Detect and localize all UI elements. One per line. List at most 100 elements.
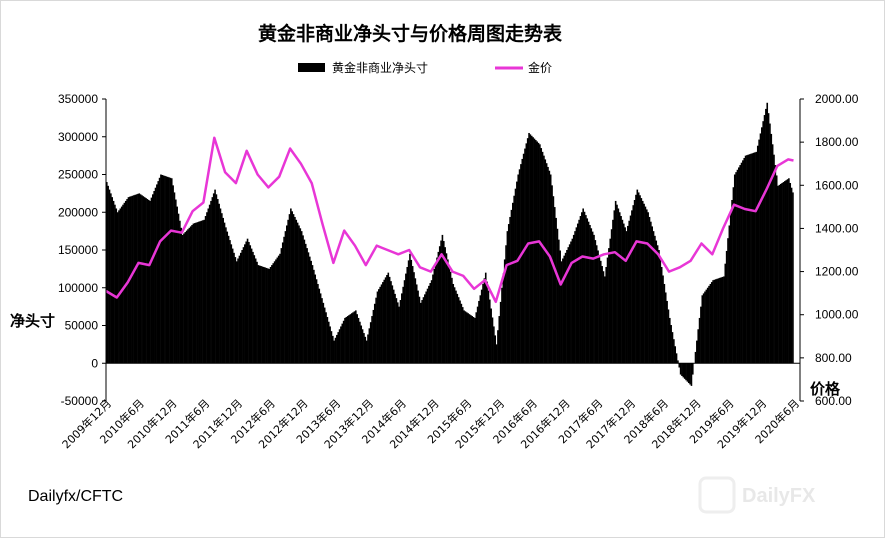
net-position-bar-171 (337, 332, 340, 364)
net-position-bar-417 (670, 325, 672, 364)
net-position-bar-222 (406, 266, 409, 364)
net-position-bar-50 (173, 192, 176, 364)
net-position-bar-471 (743, 157, 746, 364)
net-position-bar-36 (154, 187, 157, 364)
net-position-bar-73 (204, 216, 207, 364)
net-position-bar-121 (269, 266, 272, 364)
net-position-bar-119 (267, 268, 269, 364)
net-position-bar-193 (367, 334, 369, 364)
net-position-bar-115 (261, 266, 264, 364)
net-position-bar-153 (313, 269, 315, 364)
net-position-bar-250 (444, 247, 446, 364)
net-position-bar-160 (322, 302, 325, 364)
net-position-bar-398 (644, 206, 647, 364)
net-position-bar-13 (123, 202, 126, 364)
net-position-bar-354 (585, 215, 587, 364)
net-position-bar-349 (578, 219, 580, 364)
net-position-bar-311 (526, 138, 529, 364)
net-position-bar-90 (227, 235, 230, 364)
left-tick-label: 0 (91, 356, 98, 370)
net-position-bar-502 (785, 180, 787, 364)
net-position-bar-479 (754, 152, 756, 364)
net-position-bar-334 (558, 239, 560, 364)
net-position-bar-282 (487, 290, 490, 364)
net-position-bar-120 (268, 268, 270, 364)
net-position-bar-409 (659, 258, 662, 364)
net-position-bar-500 (782, 182, 785, 364)
net-position-bar-133 (286, 225, 288, 364)
net-position-bar-451 (716, 278, 718, 364)
net-position-bar-162 (325, 312, 327, 364)
net-position-bar-184 (355, 310, 357, 364)
net-position-bar-143 (299, 228, 302, 364)
net-position-bar-293 (502, 273, 505, 364)
net-position-bar-273 (475, 312, 478, 364)
net-position-bar-439 (700, 306, 702, 364)
net-position-bar-40 (160, 174, 162, 364)
net-position-bar-87 (223, 222, 226, 364)
net-position-bar-448 (712, 280, 714, 364)
net-position-bar-443 (705, 289, 708, 364)
net-position-bar-309 (524, 148, 526, 364)
net-position-bar-387 (629, 215, 632, 364)
net-position-bar-72 (203, 219, 206, 364)
net-position-bar-31 (147, 199, 150, 364)
net-position-bar-223 (407, 260, 410, 364)
net-position-bar-375 (613, 210, 616, 364)
net-position-bar-251 (445, 253, 448, 364)
net-position-bar-132 (284, 231, 287, 364)
net-position-bar-446 (709, 283, 712, 364)
net-position-bar-156 (317, 283, 319, 364)
net-position-bar-77 (210, 200, 212, 364)
net-position-bar-301 (513, 195, 515, 364)
net-position-bar-227 (413, 272, 415, 364)
net-position-bar-397 (643, 203, 645, 364)
net-position-bar-214 (395, 298, 398, 364)
net-position-bar-2 (108, 189, 111, 364)
net-position-bar-21 (134, 194, 137, 364)
net-position-bar-296 (506, 231, 509, 364)
net-position-bar-331 (553, 207, 556, 364)
right-tick-label: 1600.00 (815, 178, 859, 192)
right-axis-label: 价格 (810, 380, 841, 398)
net-position-bar-274 (476, 306, 479, 364)
net-position-bar-262 (460, 303, 463, 364)
net-position-bar-241 (432, 274, 434, 364)
net-position-bar-425 (681, 363, 683, 376)
net-position-bar-48 (170, 178, 173, 364)
net-position-bar-178 (346, 316, 349, 364)
net-position-bar-449 (713, 279, 716, 364)
net-position-bar-189 (361, 329, 364, 364)
net-position-bar-281 (486, 281, 488, 364)
net-position-bar-203 (380, 284, 383, 364)
net-position-bar-337 (562, 258, 564, 364)
net-position-bar-75 (207, 208, 210, 364)
net-position-bar-205 (383, 279, 386, 364)
net-position-bar-81 (215, 194, 218, 364)
net-position-bar-392 (636, 189, 639, 364)
net-position-bar-484 (761, 127, 763, 364)
net-position-bar-173 (340, 326, 342, 364)
net-position-bar-124 (273, 261, 276, 364)
net-position-bar-217 (399, 300, 402, 364)
net-position-bar-38 (157, 181, 160, 364)
net-position-bar-210 (390, 281, 392, 364)
net-position-bar-208 (387, 272, 390, 364)
net-position-bar-490 (769, 123, 771, 364)
net-position-bar-42 (162, 175, 165, 364)
net-position-bar-338 (563, 255, 566, 364)
net-position-bar-97 (237, 258, 239, 364)
net-position-bar-313 (529, 134, 532, 364)
net-position-bar-330 (552, 196, 555, 364)
net-position-bar-117 (264, 267, 266, 364)
net-position-bar-411 (662, 275, 664, 364)
net-position-bar-186 (357, 317, 360, 364)
gold-price-line (105, 136, 794, 304)
net-position-bar-438 (698, 317, 701, 364)
net-position-bar-0 (106, 182, 108, 364)
net-position-bar-93 (231, 248, 234, 364)
net-position-bar-137 (291, 211, 294, 364)
net-position-bar-308 (522, 153, 525, 364)
net-position-bar-393 (637, 192, 640, 364)
net-position-bar-148 (306, 248, 308, 364)
